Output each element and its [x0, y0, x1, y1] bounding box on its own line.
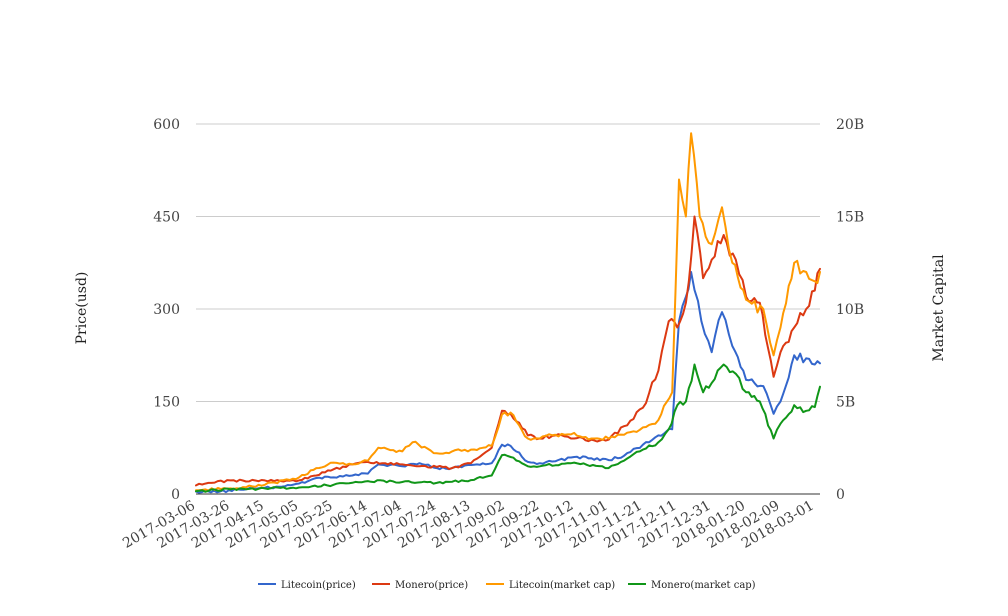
y-tick-label-left: 300	[153, 302, 180, 318]
y-tick-label-left: 150	[153, 395, 180, 411]
y-axis-title-right: Market Capital	[931, 254, 947, 362]
y-tick-label-right: 5B	[836, 395, 855, 411]
legend-label: Monero(price)	[395, 580, 468, 591]
grid-layer	[196, 123, 820, 402]
series-line-monero-market-cap	[195, 363, 821, 493]
y-tick-label-left: 450	[153, 210, 180, 226]
y-tick-label-right: 20B	[836, 117, 864, 133]
legend: Litecoin(price) Monero(price) Litecoin(mar…	[258, 580, 756, 591]
axis-layer: 015030045060005B10B15B20B2017-03-062017-…	[120, 117, 864, 552]
series-layer	[195, 132, 821, 494]
y-tick-label-right: 10B	[836, 302, 864, 318]
y-tick-label-right: 0	[836, 487, 845, 503]
y-tick-label-left: 600	[153, 117, 180, 133]
series-line-litecoin-price	[195, 271, 821, 494]
series-line-litecoin-market-cap	[195, 132, 821, 492]
legend-label: Monero(market cap)	[651, 580, 756, 591]
y-tick-label-right: 15B	[836, 210, 864, 226]
y-axis-title-left: Price(usd)	[74, 272, 90, 345]
legend-label: Litecoin(market cap)	[509, 580, 615, 591]
y-tick-label-left: 0	[171, 487, 180, 503]
legend-label: Litecoin(price)	[281, 580, 356, 591]
